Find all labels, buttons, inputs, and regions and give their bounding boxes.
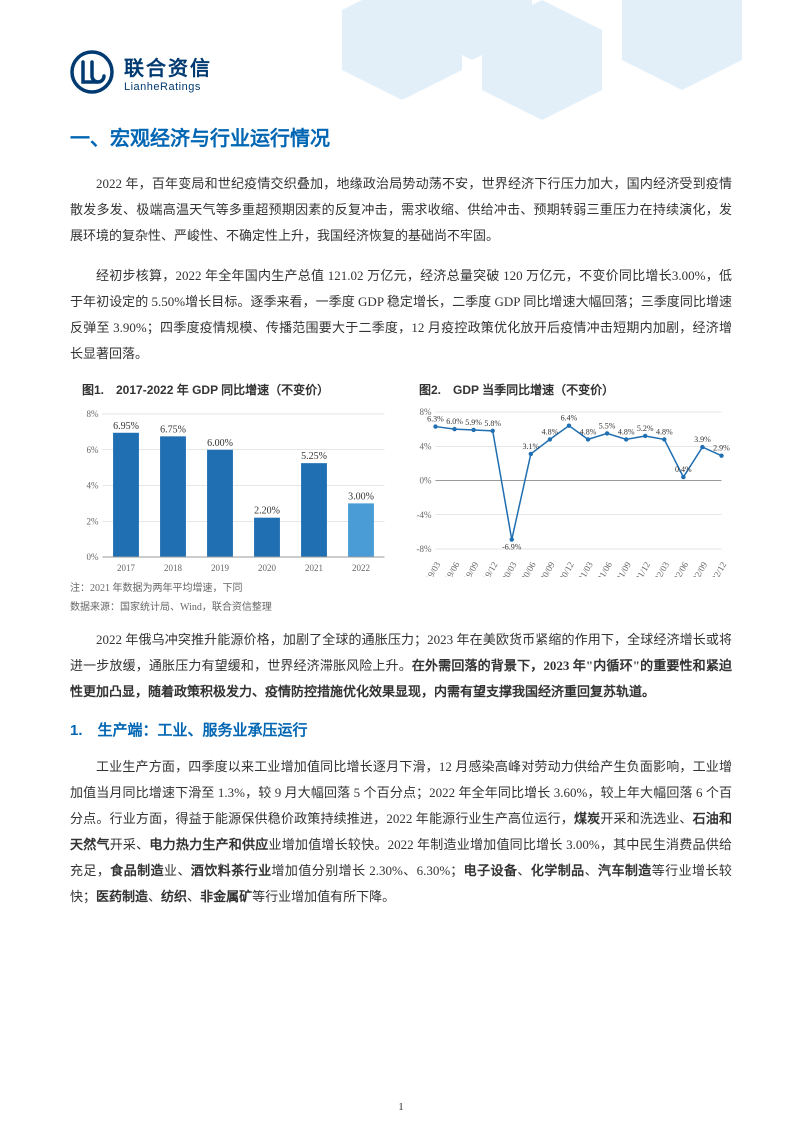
- svg-text:-6.9%: -6.9%: [502, 543, 522, 552]
- svg-text:6.0%: 6.0%: [446, 417, 463, 426]
- subsection-heading: 1. 生产端：工业、服务业承压运行: [70, 719, 732, 740]
- svg-text:4.8%: 4.8%: [542, 427, 559, 436]
- svg-text:20/09: 20/09: [538, 560, 557, 577]
- svg-text:4%: 4%: [87, 481, 100, 491]
- brand-name-cn: 联合资信: [124, 52, 212, 81]
- chart-1-title: 图1. 2017-2022 年 GDP 同比增速（不变价）: [70, 381, 395, 398]
- paragraph-4: 工业生产方面，四季度以来工业增加值同比增长逐月下滑，12 月感染高峰对劳动力供给…: [70, 754, 732, 910]
- svg-text:2019: 2019: [211, 563, 230, 573]
- svg-text:22/03: 22/03: [652, 560, 671, 577]
- svg-text:19/09: 19/09: [462, 560, 481, 577]
- svg-text:4%: 4%: [420, 441, 433, 451]
- svg-text:3.1%: 3.1%: [522, 442, 539, 451]
- svg-text:5.2%: 5.2%: [637, 424, 654, 433]
- svg-text:20/03: 20/03: [500, 560, 519, 577]
- svg-text:19/06: 19/06: [443, 560, 462, 577]
- svg-text:21/06: 21/06: [595, 560, 614, 577]
- chart-1-note: 注：2021 年数据为两年平均增速，下同: [70, 579, 395, 594]
- svg-text:21/12: 21/12: [633, 560, 652, 577]
- svg-text:21/09: 21/09: [614, 560, 633, 577]
- brand-header: 联合资信 LianheRatings: [70, 50, 732, 94]
- svg-text:6.75%: 6.75%: [160, 424, 186, 435]
- svg-text:5.25%: 5.25%: [301, 451, 327, 462]
- svg-text:6%: 6%: [87, 445, 100, 455]
- svg-text:-4%: -4%: [417, 510, 432, 520]
- svg-text:6.3%: 6.3%: [427, 415, 444, 424]
- svg-text:2021: 2021: [305, 563, 323, 573]
- svg-text:8%: 8%: [87, 409, 100, 419]
- svg-text:5.8%: 5.8%: [484, 419, 501, 428]
- svg-text:22/12: 22/12: [709, 560, 728, 577]
- brand-name-en: LianheRatings: [124, 81, 212, 93]
- page-number: 1: [0, 1101, 802, 1113]
- svg-text:5.5%: 5.5%: [599, 421, 616, 430]
- chart-source: 数据来源：国家统计局、Wind，联合资信整理: [70, 598, 732, 613]
- svg-text:5.9%: 5.9%: [465, 418, 482, 427]
- paragraph-1: 2022 年，百年变局和世纪疫情交织叠加，地缘政治局势动荡不安，世界经济下行压力…: [70, 171, 732, 249]
- section-heading: 一、宏观经济与行业运行情况: [70, 122, 732, 151]
- paragraph-3: 2022 年俄乌冲突推升能源价格，加剧了全球的通胀压力；2023 年在美欧货币紧…: [70, 627, 732, 705]
- chart-2-title: 图2. GDP 当季同比增速（不变价）: [407, 381, 732, 398]
- svg-text:0%: 0%: [420, 476, 433, 486]
- svg-text:4.8%: 4.8%: [618, 427, 635, 436]
- svg-text:4.8%: 4.8%: [580, 427, 597, 436]
- svg-text:20/06: 20/06: [519, 560, 538, 577]
- svg-text:2018: 2018: [164, 563, 183, 573]
- svg-text:2.20%: 2.20%: [254, 506, 280, 517]
- svg-text:4.8%: 4.8%: [656, 427, 673, 436]
- svg-text:22/06: 22/06: [671, 560, 690, 577]
- svg-text:0.4%: 0.4%: [675, 465, 692, 474]
- svg-text:6.95%: 6.95%: [113, 421, 139, 432]
- svg-text:2017: 2017: [117, 563, 136, 573]
- svg-text:20/12: 20/12: [557, 560, 576, 577]
- paragraph-2: 经初步核算，2022 年全年国内生产总值 121.02 万亿元，经济总量突破 1…: [70, 263, 732, 367]
- svg-text:2.9%: 2.9%: [713, 444, 730, 453]
- svg-text:6.00%: 6.00%: [207, 438, 233, 449]
- svg-text:3.9%: 3.9%: [694, 435, 711, 444]
- svg-text:19/12: 19/12: [481, 560, 500, 577]
- svg-text:21/03: 21/03: [576, 560, 595, 577]
- svg-text:2020: 2020: [258, 563, 277, 573]
- svg-text:22/09: 22/09: [690, 560, 709, 577]
- svg-text:-8%: -8%: [417, 544, 432, 554]
- svg-text:19/03: 19/03: [423, 560, 442, 577]
- svg-text:6.4%: 6.4%: [561, 414, 578, 423]
- brand-logo-icon: [70, 50, 114, 94]
- svg-text:0%: 0%: [87, 552, 100, 562]
- chart-1: 图1. 2017-2022 年 GDP 同比增速（不变价） 0% 2% 4% 6% 8%…: [70, 381, 395, 594]
- svg-text:3.00%: 3.00%: [348, 491, 374, 502]
- svg-text:2%: 2%: [87, 516, 100, 526]
- svg-text:2022: 2022: [352, 563, 370, 573]
- chart-2: 图2. GDP 当季同比增速（不变价） -8%-4%0%4%8%6.3%19/0…: [407, 381, 732, 594]
